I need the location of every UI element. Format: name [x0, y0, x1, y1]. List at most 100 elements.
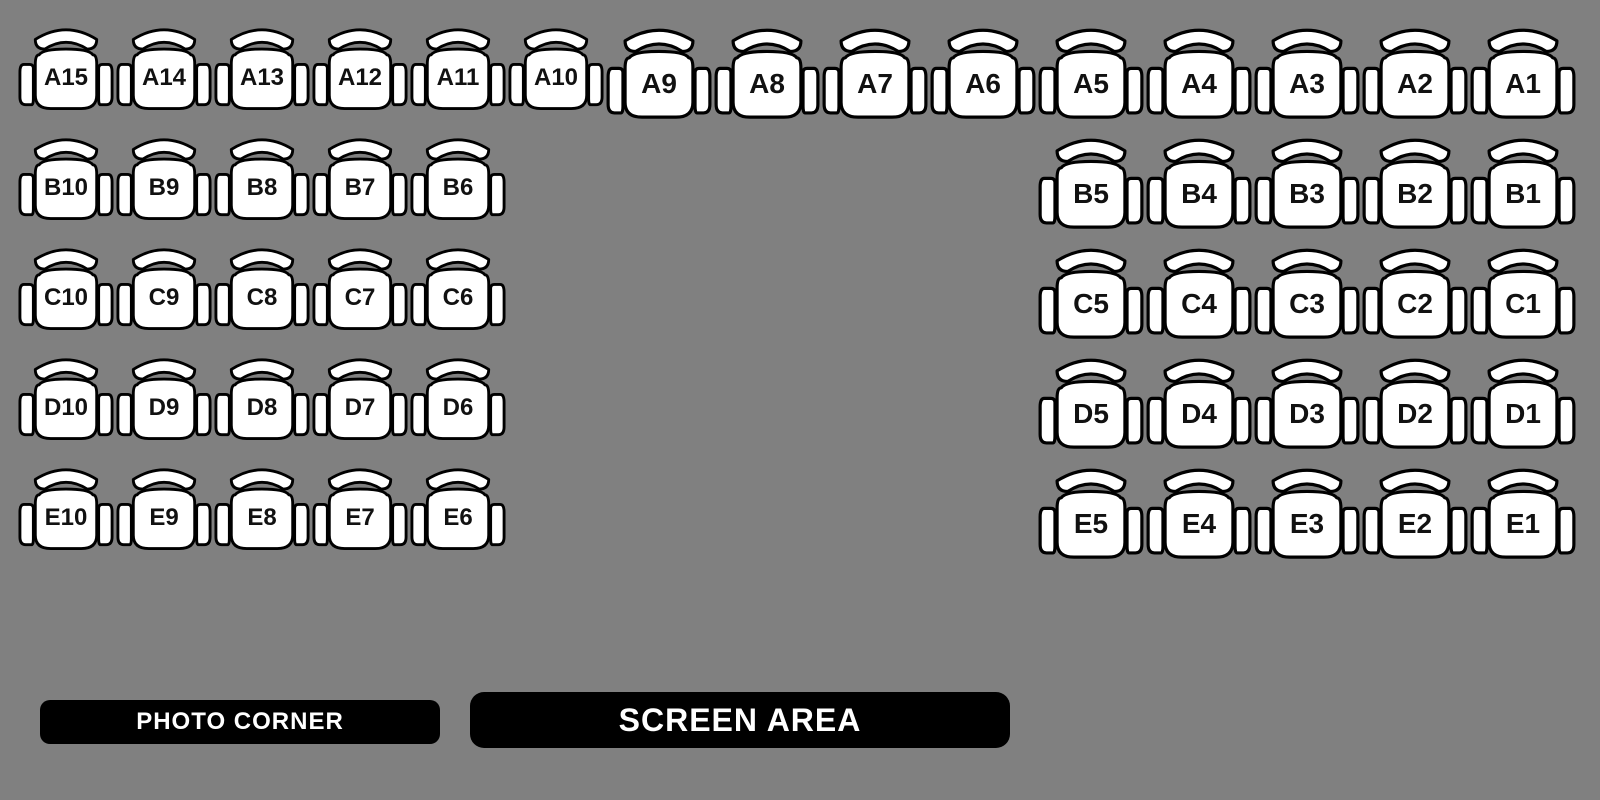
seat-label: A15	[18, 64, 114, 92]
seat-label: B10	[18, 174, 114, 202]
seat-label: D7	[312, 394, 408, 422]
seat-b4[interactable]: B4	[1146, 136, 1252, 231]
seat-label: B4	[1146, 178, 1252, 210]
seat-label: A9	[606, 68, 712, 100]
seat-label: A7	[822, 68, 928, 100]
seat-a11[interactable]: A11	[410, 26, 506, 112]
seat-c8[interactable]: C8	[214, 246, 310, 332]
seat-label: E7	[312, 504, 408, 532]
seat-a12[interactable]: A12	[312, 26, 408, 112]
seat-c6[interactable]: C6	[410, 246, 506, 332]
seat-e1[interactable]: E1	[1470, 466, 1576, 561]
seat-label: C6	[410, 284, 506, 312]
seat-e3[interactable]: E3	[1254, 466, 1360, 561]
seat-label: A11	[410, 64, 506, 92]
seat-label: E8	[214, 504, 310, 532]
seat-a4[interactable]: A4	[1146, 26, 1252, 121]
seat-label: A13	[214, 64, 310, 92]
seat-c10[interactable]: C10	[18, 246, 114, 332]
seat-d9[interactable]: D9	[116, 356, 212, 442]
seat-label: B2	[1362, 178, 1468, 210]
seat-a13[interactable]: A13	[214, 26, 310, 112]
seat-e7[interactable]: E7	[312, 466, 408, 552]
seat-b6[interactable]: B6	[410, 136, 506, 222]
seat-d8[interactable]: D8	[214, 356, 310, 442]
seat-b9[interactable]: B9	[116, 136, 212, 222]
seat-label: A14	[116, 64, 212, 92]
seat-a15[interactable]: A15	[18, 26, 114, 112]
seat-e6[interactable]: E6	[410, 466, 506, 552]
seat-e10[interactable]: E10	[18, 466, 114, 552]
seat-a2[interactable]: A2	[1362, 26, 1468, 121]
seat-label: C2	[1362, 288, 1468, 320]
seat-b5[interactable]: B5	[1038, 136, 1144, 231]
seat-label: E6	[410, 504, 506, 532]
seat-b10[interactable]: B10	[18, 136, 114, 222]
seat-label: E2	[1362, 508, 1468, 540]
seat-label: A6	[930, 68, 1036, 100]
seat-a14[interactable]: A14	[116, 26, 212, 112]
seat-label: B8	[214, 174, 310, 202]
seat-label: E9	[116, 504, 212, 532]
seat-a5[interactable]: A5	[1038, 26, 1144, 121]
seat-a10[interactable]: A10	[508, 26, 604, 112]
seat-label: D2	[1362, 398, 1468, 430]
seat-label: C9	[116, 284, 212, 312]
seat-d7[interactable]: D7	[312, 356, 408, 442]
seat-b7[interactable]: B7	[312, 136, 408, 222]
seat-e2[interactable]: E2	[1362, 466, 1468, 561]
seat-e8[interactable]: E8	[214, 466, 310, 552]
seat-e9[interactable]: E9	[116, 466, 212, 552]
seat-a9[interactable]: A9	[606, 26, 712, 121]
seat-c1[interactable]: C1	[1470, 246, 1576, 341]
seat-label: B1	[1470, 178, 1576, 210]
seat-label: E10	[18, 504, 114, 532]
seat-c2[interactable]: C2	[1362, 246, 1468, 341]
seat-d2[interactable]: D2	[1362, 356, 1468, 451]
seat-a1[interactable]: A1	[1470, 26, 1576, 121]
seat-label: C4	[1146, 288, 1252, 320]
seat-c7[interactable]: C7	[312, 246, 408, 332]
seat-d6[interactable]: D6	[410, 356, 506, 442]
seat-d1[interactable]: D1	[1470, 356, 1576, 451]
seat-label: C5	[1038, 288, 1144, 320]
seat-label: B5	[1038, 178, 1144, 210]
seat-b1[interactable]: B1	[1470, 136, 1576, 231]
seat-label: E5	[1038, 508, 1144, 540]
seat-c4[interactable]: C4	[1146, 246, 1252, 341]
seating-chart: PHOTO CORNER SCREEN AREA A15 A14 A13	[0, 0, 1600, 800]
seat-a3[interactable]: A3	[1254, 26, 1360, 121]
seat-label: B3	[1254, 178, 1360, 210]
seat-b8[interactable]: B8	[214, 136, 310, 222]
seat-b3[interactable]: B3	[1254, 136, 1360, 231]
seat-label: D6	[410, 394, 506, 422]
seat-label: D3	[1254, 398, 1360, 430]
seat-label: D9	[116, 394, 212, 422]
seat-label: B7	[312, 174, 408, 202]
seat-a7[interactable]: A7	[822, 26, 928, 121]
seat-a6[interactable]: A6	[930, 26, 1036, 121]
seat-label: A10	[508, 64, 604, 92]
seat-c5[interactable]: C5	[1038, 246, 1144, 341]
seat-b2[interactable]: B2	[1362, 136, 1468, 231]
seat-label: C8	[214, 284, 310, 312]
seat-label: A3	[1254, 68, 1360, 100]
seat-e4[interactable]: E4	[1146, 466, 1252, 561]
seat-label: D4	[1146, 398, 1252, 430]
seat-e5[interactable]: E5	[1038, 466, 1144, 561]
seat-label: C1	[1470, 288, 1576, 320]
seat-label: A4	[1146, 68, 1252, 100]
seat-d4[interactable]: D4	[1146, 356, 1252, 451]
seat-label: D10	[18, 394, 114, 422]
seat-label: C7	[312, 284, 408, 312]
seat-c9[interactable]: C9	[116, 246, 212, 332]
seat-d3[interactable]: D3	[1254, 356, 1360, 451]
photo-corner-panel: PHOTO CORNER	[40, 700, 440, 744]
seat-label: A1	[1470, 68, 1576, 100]
seat-d10[interactable]: D10	[18, 356, 114, 442]
seat-d5[interactable]: D5	[1038, 356, 1144, 451]
seat-c3[interactable]: C3	[1254, 246, 1360, 341]
seat-a8[interactable]: A8	[714, 26, 820, 121]
seat-label: B6	[410, 174, 506, 202]
seat-label: A2	[1362, 68, 1468, 100]
